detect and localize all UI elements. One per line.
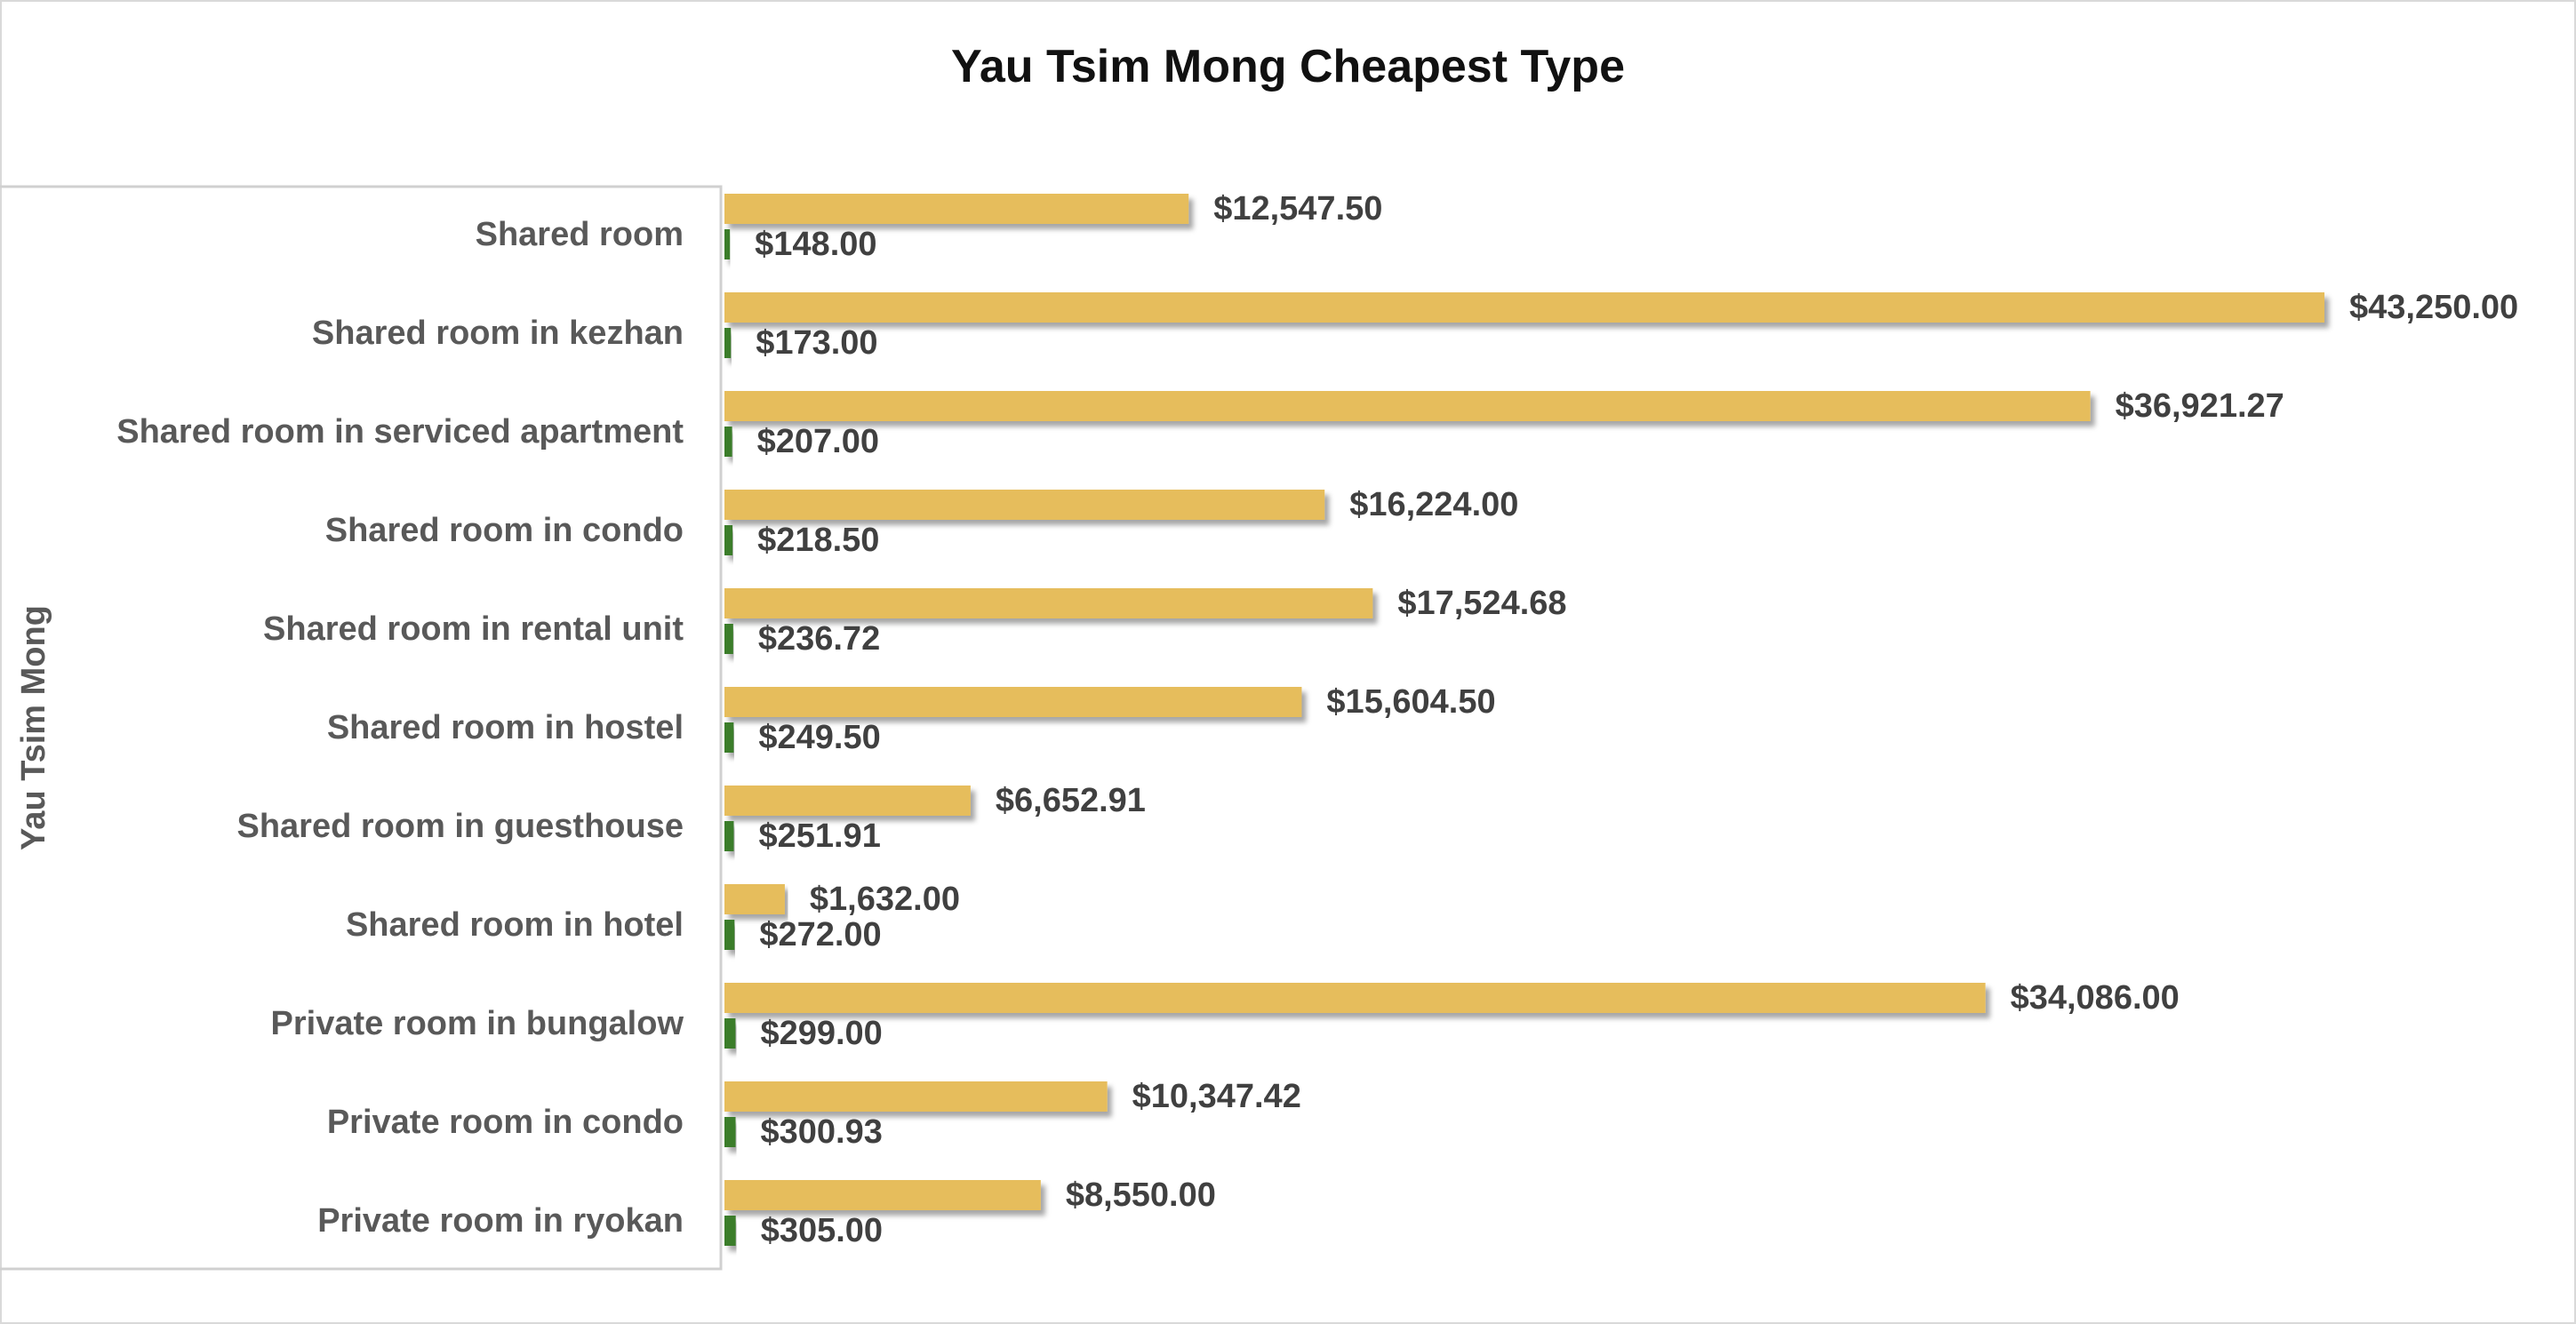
data-label-s0-4: $17,524.68 — [1397, 585, 1566, 622]
bar-s1-2 — [724, 427, 732, 457]
bar-s0-7 — [724, 884, 785, 914]
data-label-s1-2: $207.00 — [757, 423, 879, 460]
bar-s1-3 — [724, 525, 733, 555]
data-label-s0-0: $12,547.50 — [1213, 190, 1382, 227]
category-label: Shared room in condo — [325, 512, 684, 549]
axis-group-box — [0, 185, 723, 1271]
category-label: Shared room in kezhan — [312, 315, 684, 352]
bar-s1-9 — [724, 1117, 736, 1147]
category-label: Shared room in rental unit — [263, 610, 684, 648]
bar-s0-8 — [724, 983, 1986, 1013]
bar-s1-6 — [724, 821, 734, 851]
data-label-s0-9: $10,347.42 — [1132, 1078, 1301, 1115]
bar-s1-8 — [724, 1018, 736, 1049]
data-label-s1-4: $236.72 — [758, 620, 880, 658]
bars — [724, 194, 2324, 1246]
data-label-s1-5: $249.50 — [758, 719, 880, 756]
data-label-s1-9: $300.93 — [761, 1113, 883, 1151]
data-label-s0-10: $8,550.00 — [1066, 1176, 1216, 1214]
bar-s0-9 — [724, 1081, 1108, 1112]
category-label: Shared room in serviced apartment — [116, 413, 684, 451]
bar-s0-5 — [724, 687, 1302, 717]
data-label-s0-6: $6,652.91 — [996, 782, 1146, 819]
bar-s0-3 — [724, 490, 1325, 520]
data-label-s1-1: $173.00 — [756, 324, 877, 362]
category-label: Private room in condo — [327, 1104, 684, 1141]
chart-title: Yau Tsim Mong Cheapest Type — [951, 41, 1625, 92]
bar-s1-10 — [724, 1216, 736, 1246]
category-label: Shared room in hotel — [346, 906, 684, 944]
bar-s0-6 — [724, 786, 971, 816]
data-label-s1-10: $305.00 — [761, 1212, 883, 1249]
category-label: Shared room in hostel — [327, 709, 684, 746]
bar-s1-7 — [724, 920, 735, 950]
bar-s1-4 — [724, 624, 733, 654]
category-label: Private room in bungalow — [271, 1005, 684, 1042]
category-label: Shared room in guesthouse — [236, 808, 684, 845]
data-label-s1-0: $148.00 — [755, 226, 876, 263]
data-labels: $12,547.50 $148.00 $43,250.00 $173.00 $36,92… — [755, 190, 2518, 1249]
data-label-s0-5: $15,604.50 — [1326, 683, 1495, 721]
data-label-s0-2: $36,921.27 — [2116, 387, 2284, 425]
category-label: Shared room — [476, 216, 684, 253]
data-label-s0-7: $1,632.00 — [810, 881, 960, 918]
data-label-s1-7: $272.00 — [759, 916, 881, 953]
bar-s1-1 — [724, 328, 732, 358]
data-label-s1-3: $218.50 — [757, 522, 879, 559]
data-label-s0-1: $43,250.00 — [2349, 289, 2518, 326]
data-label-s1-6: $251.91 — [758, 818, 880, 855]
bar-s0-4 — [724, 588, 1373, 618]
bar-s1-5 — [724, 722, 734, 753]
bar-s0-10 — [724, 1180, 1041, 1210]
data-label-s1-8: $299.00 — [760, 1015, 882, 1052]
bar-s0-2 — [724, 391, 2091, 421]
axis-group-label: Yau Tsim Mong — [15, 605, 52, 850]
data-label-s0-8: $34,086.00 — [2011, 979, 2180, 1017]
category-label: Private room in ryokan — [317, 1202, 684, 1240]
category-labels: Shared room Shared room in kezhan Shared r… — [116, 216, 684, 1240]
bar-s0-0 — [724, 194, 1189, 224]
bar-s0-1 — [724, 292, 2324, 323]
bar-s1-0 — [724, 229, 731, 259]
data-label-s0-3: $16,224.00 — [1349, 486, 1518, 523]
